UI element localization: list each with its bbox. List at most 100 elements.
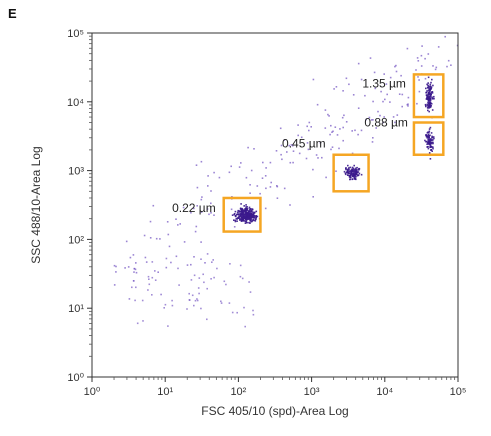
- scatter-point: [450, 64, 452, 66]
- scatter-point: [239, 219, 241, 221]
- scatter-point: [420, 65, 423, 67]
- scatter-point: [200, 307, 202, 310]
- scatter-point: [428, 90, 431, 93]
- scatter-point: [238, 166, 241, 168]
- scatter-point: [193, 207, 195, 210]
- scatter-point: [234, 215, 237, 217]
- scatter-point: [355, 169, 358, 172]
- scatter-point: [242, 213, 244, 216]
- scatter-point: [167, 325, 169, 327]
- scatter-point: [207, 175, 209, 177]
- scatter-point: [370, 119, 373, 121]
- scatter-point: [135, 286, 137, 289]
- scatter-point: [241, 207, 243, 210]
- scatter-point: [354, 171, 357, 174]
- scatter-point: [147, 289, 149, 291]
- scatter-point: [368, 116, 371, 119]
- scatter-point: [251, 213, 254, 216]
- scatter-point: [136, 322, 139, 325]
- scatter-point: [364, 94, 366, 97]
- scatter-point: [416, 57, 419, 59]
- scatter-point: [446, 65, 448, 68]
- scatter-point: [240, 209, 243, 212]
- scatter-point: [347, 174, 349, 176]
- scatter-point: [175, 255, 178, 258]
- scatter-point: [426, 90, 428, 92]
- scatter-point: [431, 135, 433, 138]
- scatter-point: [250, 213, 253, 216]
- scatter-point: [253, 219, 255, 222]
- scatter-point: [338, 147, 340, 150]
- scatter-point: [113, 264, 116, 267]
- scatter-point: [298, 152, 301, 155]
- gate-box: [332, 153, 370, 193]
- scatter-point: [342, 90, 344, 92]
- scatter-point: [151, 276, 154, 279]
- scatter-point: [421, 45, 423, 47]
- scatter-point: [427, 89, 430, 92]
- scatter-point: [207, 185, 209, 187]
- scatter-point: [373, 71, 376, 74]
- scatter-point: [145, 261, 148, 263]
- scatter-point: [255, 215, 258, 218]
- scatter-point: [235, 217, 238, 220]
- scatter-point: [147, 275, 150, 278]
- scatter-point: [177, 267, 179, 270]
- scatter-point: [425, 98, 428, 100]
- scatter-point: [343, 170, 346, 173]
- scatter-point: [349, 166, 352, 169]
- scatter-point: [241, 209, 244, 211]
- scatter-point: [247, 210, 250, 212]
- x-tick-label: 10⁰: [84, 386, 101, 398]
- scatter-point: [235, 213, 238, 216]
- scatter-point: [168, 245, 171, 248]
- scatter-point: [240, 203, 242, 205]
- scatter-point: [344, 172, 347, 174]
- scatter-point: [358, 172, 361, 175]
- scatter-point: [233, 219, 235, 221]
- scatter-point: [428, 139, 431, 141]
- scatter-point: [196, 299, 199, 302]
- scatter-point: [220, 302, 223, 304]
- scatter-point: [247, 146, 249, 149]
- scatter-point: [426, 143, 428, 145]
- scatter-point: [377, 110, 379, 113]
- scatter-point: [394, 121, 396, 124]
- scatter-point: [428, 100, 430, 102]
- scatter-point: [249, 208, 251, 210]
- scatter-point: [233, 226, 236, 228]
- scatter-point: [427, 105, 430, 107]
- scatter-point: [115, 271, 117, 273]
- scatter-point: [152, 204, 155, 207]
- scatter-point: [149, 220, 152, 223]
- scatter-point: [351, 152, 354, 155]
- scatter-point: [194, 299, 197, 302]
- scatter-point: [249, 212, 252, 215]
- scatter-point: [141, 299, 144, 302]
- scatter-point: [429, 105, 431, 108]
- scatter-point: [430, 91, 433, 93]
- scatter-point: [115, 265, 117, 268]
- scatter-point: [188, 292, 190, 295]
- scatter-point: [135, 271, 138, 274]
- scatter-point: [204, 262, 206, 264]
- scatter-point: [195, 225, 198, 228]
- scatter-point: [429, 98, 432, 100]
- scatter-point: [312, 196, 314, 198]
- scatter-point: [312, 78, 315, 81]
- scatter-point: [344, 173, 347, 176]
- scatter-point: [330, 148, 332, 151]
- scatter-point: [193, 274, 196, 277]
- scatter-point: [239, 264, 242, 267]
- scatter-point: [165, 257, 168, 260]
- scatter-point: [223, 280, 226, 283]
- scatter-point: [429, 143, 431, 146]
- scatter-point: [166, 221, 169, 223]
- scatter-point: [427, 142, 430, 145]
- scatter-point: [425, 104, 427, 107]
- scatter-point: [347, 172, 349, 174]
- scatter-point: [265, 167, 267, 169]
- scatter-point: [244, 325, 246, 328]
- scatter-point: [382, 121, 384, 124]
- scatter-point: [252, 213, 255, 215]
